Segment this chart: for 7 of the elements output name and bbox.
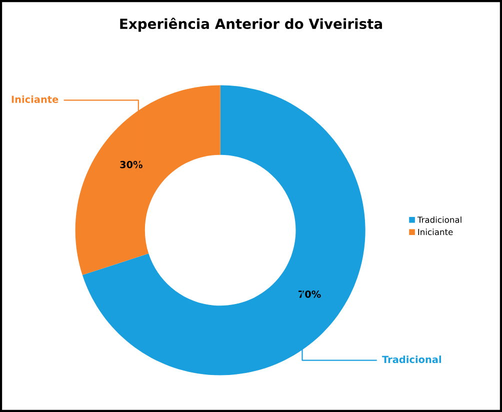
data-label: 70%: [298, 290, 321, 298]
data-label: 30%: [120, 160, 142, 168]
legend-label: Tradicional: [417, 216, 462, 223]
chart-title: Experiência Anterior do Viveirista: [120, 18, 382, 32]
slice-label: Tradicional: [382, 356, 441, 364]
legend-label: Iniciante: [418, 228, 453, 236]
slice-label: Iniciante: [12, 95, 58, 104]
